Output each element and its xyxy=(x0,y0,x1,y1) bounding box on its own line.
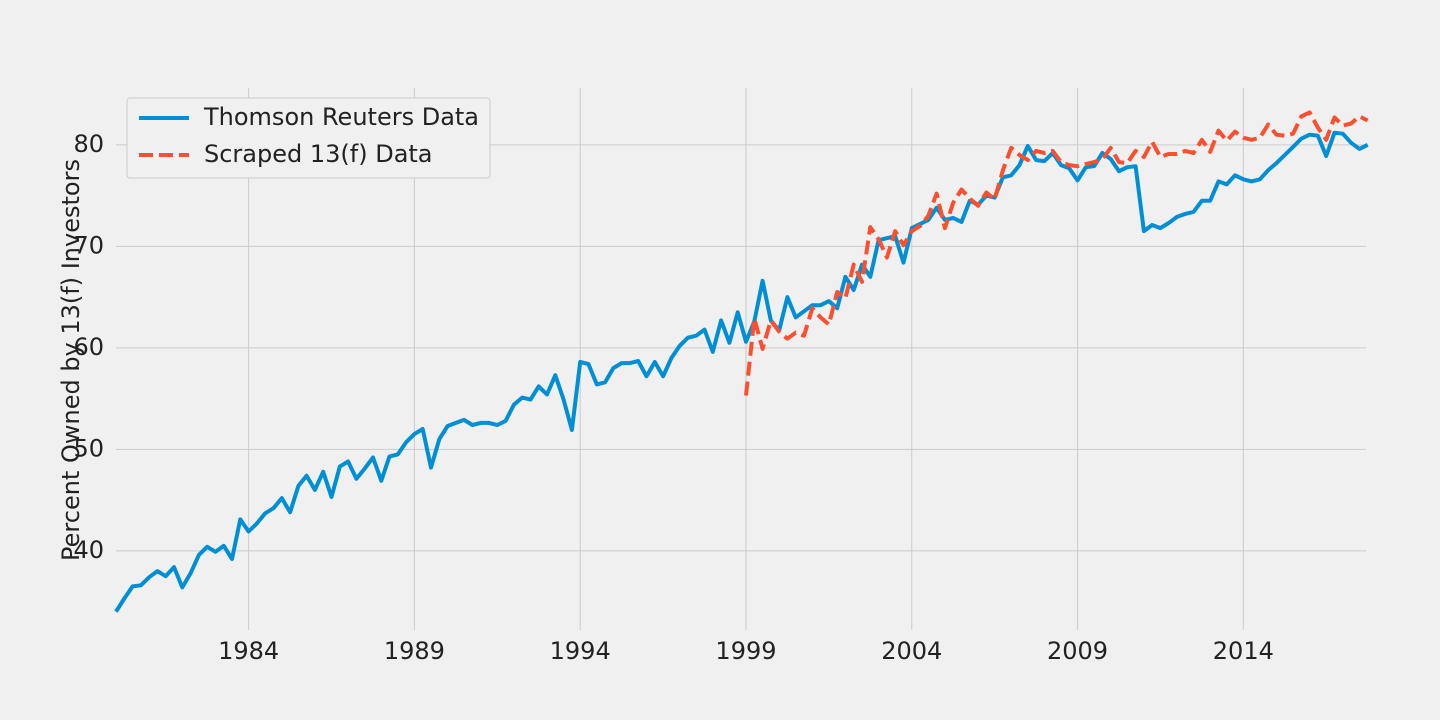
legend-box xyxy=(126,97,491,179)
x-tick-label: 2009 xyxy=(1047,637,1108,665)
x-tick-label: 1999 xyxy=(715,637,776,665)
x-tick-label: 2014 xyxy=(1213,637,1274,665)
grid xyxy=(116,88,1366,630)
legend-label-thomson-reuters: Thomson Reuters Data xyxy=(203,103,479,131)
series-line-scraped-13f xyxy=(744,110,1369,396)
x-tick-label: 1984 xyxy=(218,637,279,665)
x-tick-label: 2004 xyxy=(881,637,942,665)
series-layer xyxy=(114,110,1369,613)
y-tick-label: 80 xyxy=(73,130,104,158)
tick-labels: 1984 1989 1994 1999 2004 2009 2014 40 50 60 70 80 xyxy=(73,130,1273,665)
y-tick-label: 40 xyxy=(73,536,104,564)
y-axis-title: Percent Owned by 13(f) Investors xyxy=(57,159,85,561)
x-tick-label: 1994 xyxy=(550,637,611,665)
y-tick-label: 60 xyxy=(73,333,104,361)
x-tick-label: 1989 xyxy=(384,637,445,665)
legend-label-scraped-13f: Scraped 13(f) Data xyxy=(204,140,433,168)
y-tick-label: 50 xyxy=(73,434,104,462)
series-line-thomson-reuters xyxy=(114,130,1369,613)
legend: Thomson Reuters Data Scraped 13(f) Data xyxy=(126,97,491,179)
y-tick-label: 70 xyxy=(73,231,104,259)
